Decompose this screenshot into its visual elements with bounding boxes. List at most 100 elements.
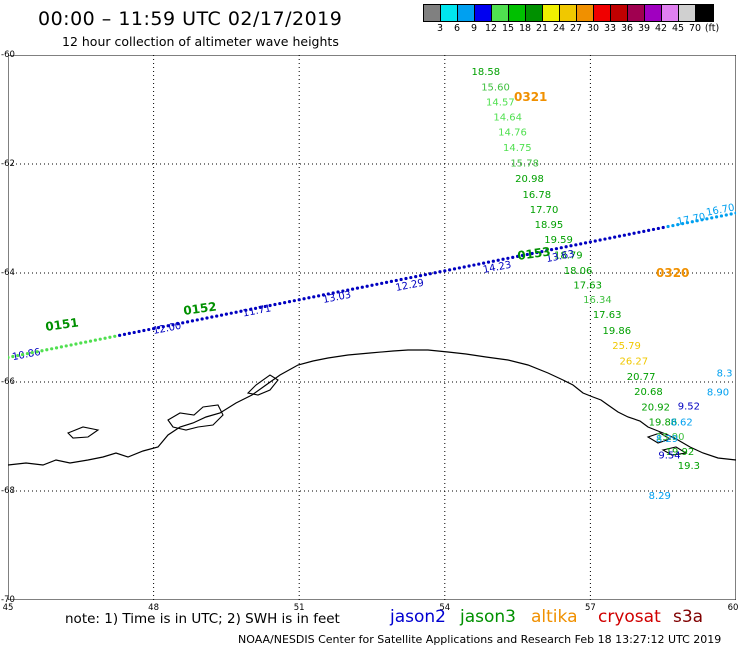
track-sample-mark [69,343,73,347]
colorbar-swatch [509,5,526,21]
track-sample-mark [161,325,165,329]
colorbar-label: 45 [671,23,685,34]
track-sample-mark [93,338,97,342]
track-sample-mark [627,232,631,236]
track-sample-mark [651,227,656,232]
track-sample-mark [185,320,190,324]
swh-reading: 17.63 [573,280,602,291]
track-sample-mark [511,255,515,259]
latitude-tick-label: -70 [1,595,15,605]
track-sample-mark [176,322,180,326]
antarctic-coastline [8,349,736,466]
track-sample-mark [8,355,10,360]
colorbar-swatch [594,5,611,21]
track-sample-mark [423,273,427,277]
swh-reading: 16.70 [705,202,735,218]
track-sample-mark [200,317,204,321]
colorbar-label: 6 [453,23,461,34]
colorbar-swatch [441,5,458,21]
swh-reading: 18.58 [471,67,500,78]
track-sample-mark [375,282,379,286]
track-sample-mark [326,292,330,296]
track-sample-mark [622,233,626,237]
track-sample-mark [690,220,694,224]
track-sample-mark [593,239,597,243]
track-sample-mark [554,247,559,251]
track-sample-mark [719,214,724,218]
swh-reading: 20.68 [634,387,663,398]
swh-reading: 15.78 [510,159,539,170]
track-sample-mark [598,238,602,242]
swh-reading: 12.29 [395,278,425,294]
track-sample-mark [642,229,646,233]
track-sample-mark [477,262,481,266]
colorbar-label: 39 [637,23,651,34]
track-sample-mark [283,300,287,305]
track-sample-mark [540,249,544,254]
colorbar-swatch [577,5,594,21]
track-sample-mark [724,213,728,217]
legend-item-cryosat: cryosat [598,607,661,627]
swh-reading: 8.90 [707,388,729,399]
track-sample-mark [190,319,195,323]
track-sample-mark [25,352,30,356]
colorbar-label: 12 [484,23,498,34]
track-sample-mark [132,330,136,335]
track-sample-mark [637,230,641,234]
track-sample-mark [579,242,583,246]
island-west [67,426,100,439]
track-sample-mark [520,253,525,258]
credit-line: NOAA/NESDIS Center for Satellite Applica… [238,633,722,646]
track-sample-mark [559,246,563,250]
track-sample-mark [35,350,39,354]
colorbar-swatch [543,5,560,21]
track-sample-mark [224,312,228,316]
colorbar-swatch [645,5,662,21]
track-sample-mark [380,281,384,285]
map-frame [8,55,736,600]
swh-reading: 15.60 [481,82,510,93]
longitude-tick-label: 45 [2,603,14,613]
track-sample-mark [549,248,554,252]
track-sample-mark [59,345,63,349]
track-sample-mark [399,277,403,282]
track-sample-mark [210,315,214,319]
track-sample-mark [501,257,505,261]
track-sample-mark [506,256,510,260]
track-sample-mark [341,289,345,293]
swh-reading: 14.23 [482,260,512,276]
swh-reading: 8.29 [649,491,671,502]
swh-reading: 20.98 [515,174,544,185]
track-sample-mark [666,224,670,229]
island-east [646,432,672,444]
units-note: note: 1) Time is in UTC; 2) SWH is in fe… [65,611,340,627]
latitude-tick-label: -62 [1,159,15,169]
track-sample-mark [312,295,316,299]
track-sample-mark [433,271,437,275]
track-sample-mark [152,326,156,331]
longitude-tick-label: 51 [293,603,305,613]
track-sample-mark [394,278,398,283]
colorbar-label: 21 [535,23,549,34]
track-sample-mark [384,280,389,284]
legend-item-s3a: s3a [673,607,704,627]
track-sample-mark [462,265,466,269]
swh-reading: 19.59 [544,235,573,246]
latitude-tick-label: -68 [1,486,15,496]
colorbar-label: 36 [620,23,634,34]
track-sample-mark [613,235,617,239]
track-time-label: 0320 [656,266,689,280]
track-sample-mark [656,226,660,231]
track-sample-mark [472,263,476,267]
track-sample-mark [632,231,636,235]
colorbar-swatch [475,5,492,21]
colorbar-swatch [424,5,441,21]
track-sample-mark [317,294,321,298]
legend-item-altika: altika [531,607,578,627]
track-sample-mark [588,240,593,244]
track-sample-mark [147,327,151,332]
track-sample-mark [516,254,520,258]
swh-reading: 19.86 [649,418,678,429]
track-sample-mark [74,342,78,346]
swh-reading: 14.75 [503,143,532,154]
